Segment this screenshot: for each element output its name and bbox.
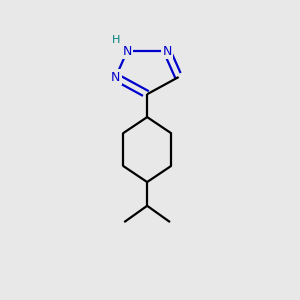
Text: H: H xyxy=(112,35,120,45)
Text: N: N xyxy=(163,45,172,58)
Text: N: N xyxy=(111,70,120,83)
Text: N: N xyxy=(122,45,132,58)
